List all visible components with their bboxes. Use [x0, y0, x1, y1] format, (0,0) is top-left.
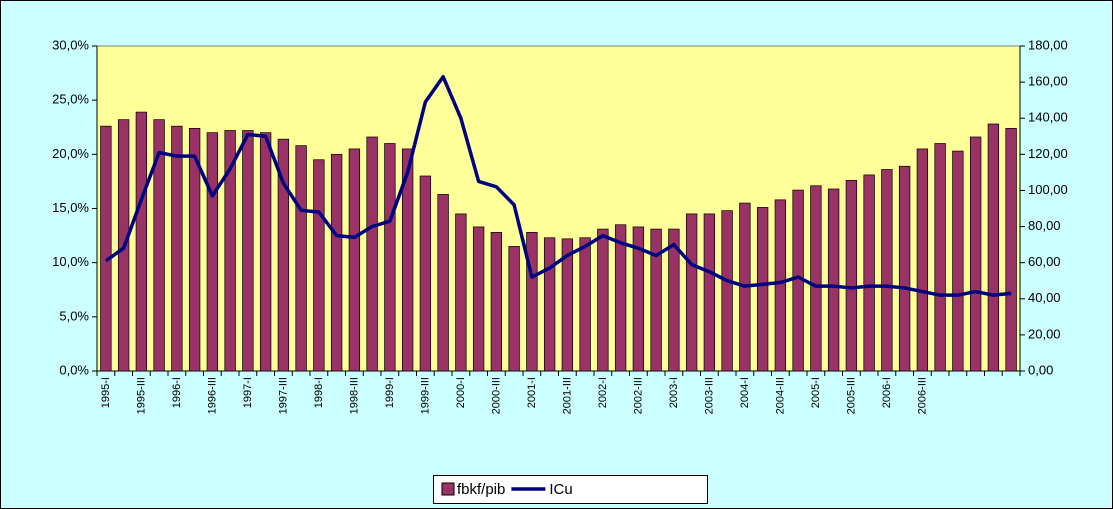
- y-tick-label: 0,0%: [59, 362, 89, 377]
- x-tick-label: 2003-III: [703, 377, 715, 414]
- x-tick-label: 2003-I: [668, 377, 680, 408]
- bar: [774, 199, 787, 372]
- y-tick-label: 25,0%: [52, 92, 89, 107]
- bar: [330, 153, 343, 372]
- bar: [437, 194, 449, 372]
- x-tick-label: 2006-III: [916, 377, 928, 414]
- bar: [348, 148, 361, 372]
- bar: [881, 169, 893, 372]
- y2-tick-label: 20,00: [1028, 326, 1061, 341]
- bar: [455, 213, 467, 372]
- y2-tick-label: 40,00: [1028, 290, 1061, 305]
- bar: [597, 228, 609, 372]
- x-tick-label: 2001-I: [526, 377, 538, 408]
- x-tick-label: 1998-III: [348, 377, 360, 414]
- line: [104, 74, 1012, 297]
- y2-tick-label: 100,00: [1028, 182, 1068, 197]
- bar: [845, 179, 858, 372]
- bar: [916, 148, 929, 372]
- x-tick-label: 1995-I: [100, 377, 112, 408]
- bar: [827, 188, 840, 372]
- x-tick-label: 2001-III: [561, 377, 573, 414]
- x-tick-label: 2000-I: [455, 377, 467, 408]
- x-tick-label: 2005-I: [810, 377, 822, 408]
- bar: [277, 138, 290, 372]
- bar: [668, 228, 680, 372]
- y2-tick-label: 0,00: [1028, 362, 1053, 377]
- x-tick-label: 2002-III: [632, 377, 644, 414]
- bar: [561, 238, 574, 372]
- legend-label: ICu: [549, 481, 572, 498]
- legend-box: [433, 475, 708, 504]
- bar: [508, 246, 520, 372]
- legend-label: fbkf/pib: [457, 481, 505, 498]
- y2-tick-label: 180,00: [1028, 37, 1068, 52]
- bar: [242, 130, 254, 372]
- bar: [934, 143, 946, 372]
- bar: [366, 136, 378, 372]
- bar: [526, 231, 538, 372]
- bar: [987, 123, 1000, 372]
- x-tick-label: 2006-I: [881, 377, 893, 408]
- bar: [490, 231, 503, 372]
- bar: [632, 226, 645, 372]
- x-tick-label: 2005-III: [845, 377, 857, 414]
- y-tick-label: 20,0%: [52, 146, 89, 161]
- x-tick-label: 2004-I: [739, 377, 751, 408]
- y-tick-label: 10,0%: [52, 254, 89, 269]
- y2-tick-label: 160,00: [1028, 74, 1068, 89]
- bar: [1005, 127, 1017, 372]
- x-tick-label: 1999-III: [419, 377, 431, 414]
- y2-tick-label: 140,00: [1028, 110, 1068, 125]
- x-tick-label: 2004-III: [774, 377, 786, 414]
- bar: [579, 237, 591, 372]
- y2-tick-label: 80,00: [1028, 218, 1061, 233]
- bar: [295, 145, 307, 372]
- bar: [171, 125, 183, 372]
- y2-tick-label: 120,00: [1028, 146, 1068, 161]
- bar: [685, 213, 698, 372]
- bar: [153, 119, 165, 372]
- x-tick-label: 1996-III: [206, 377, 218, 414]
- bar: [863, 174, 875, 372]
- x-tick-label: 1997-III: [277, 377, 289, 414]
- y-tick-label: 15,0%: [52, 200, 89, 215]
- legend-swatch: [441, 482, 455, 496]
- y-tick-label: 5,0%: [59, 308, 89, 323]
- bar: [384, 143, 396, 372]
- legend: fbkf/pib ICu: [433, 475, 708, 504]
- x-tick-label: 1999-I: [384, 377, 396, 408]
- bar: [543, 237, 556, 372]
- bar: [401, 148, 414, 372]
- x-tick-label: 1995-III: [135, 377, 147, 414]
- y2-tick-label: 60,00: [1028, 254, 1061, 269]
- bar: [721, 210, 733, 372]
- bar: [419, 175, 432, 372]
- bar: [206, 132, 219, 372]
- x-tick-label: 1996-I: [171, 377, 183, 408]
- x-tick-label: 2000-III: [490, 377, 502, 414]
- bar: [100, 125, 112, 372]
- bar: [756, 207, 769, 372]
- y-tick-label: 30,0%: [52, 37, 89, 52]
- bar: [224, 130, 236, 372]
- bar: [135, 111, 148, 372]
- x-tick-label: 1997-I: [242, 377, 254, 408]
- bar: [810, 185, 822, 372]
- bar: [703, 213, 716, 372]
- bar: [188, 127, 201, 372]
- bar: [969, 136, 982, 372]
- bar: [313, 159, 325, 372]
- bar: [259, 132, 272, 372]
- x-tick-label: 2002-I: [597, 377, 609, 408]
- bar: [952, 150, 964, 372]
- bar: [898, 165, 911, 372]
- bar: [650, 228, 662, 372]
- bar: [614, 224, 627, 372]
- x-tick-label: 1998-I: [313, 377, 325, 408]
- bar: [472, 226, 485, 372]
